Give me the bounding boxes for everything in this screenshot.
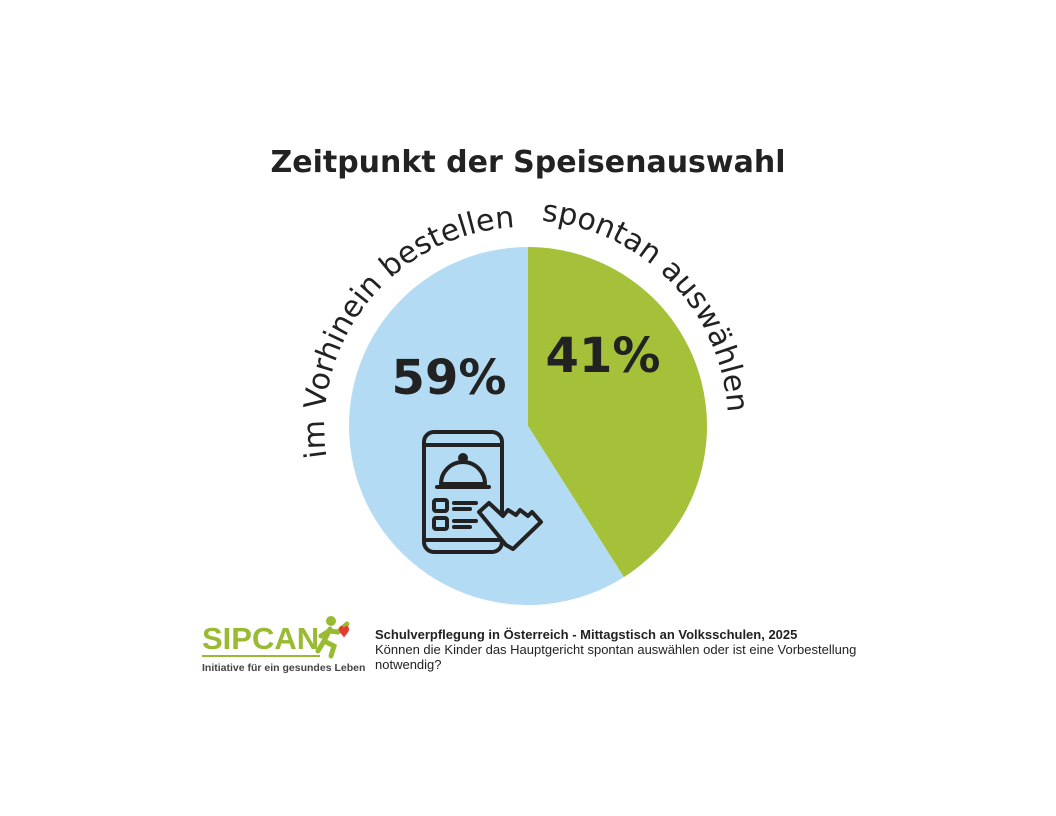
logo-wordmark: SIPCAN: [202, 621, 319, 656]
data-label-spontan: 41%: [546, 328, 661, 384]
phone-menu-order-icon: [422, 430, 543, 554]
source-question: Können die Kinder das Hauptgericht spont…: [375, 642, 857, 672]
data-label-vorhinein: 59%: [392, 350, 507, 406]
logo-tagline: Initiative für ein gesundes Leben: [202, 662, 365, 674]
source-title: Schulverpflegung in Österreich - Mittags…: [375, 627, 798, 642]
pie-slice-1: [349, 247, 624, 605]
sipcan-logo: SIPCAN Initiative für ein gesundes Leben: [202, 616, 365, 674]
running-person-icon: [315, 616, 350, 659]
chart-title: Zeitpunkt der Speisenauswahl: [270, 145, 785, 180]
pie-slices: [349, 247, 708, 605]
source-note: Schulverpflegung in Österreich - Mittags…: [375, 627, 865, 672]
heart-icon: [339, 626, 349, 638]
pie-slice-0: [528, 247, 708, 578]
